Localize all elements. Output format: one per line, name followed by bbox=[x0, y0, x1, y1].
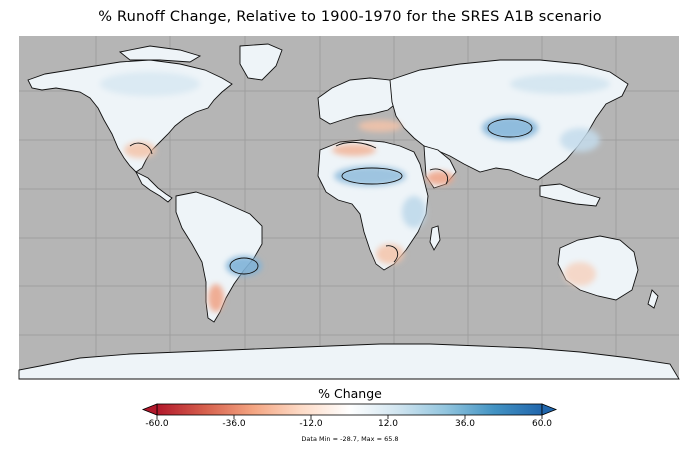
south-america bbox=[175, 191, 263, 323]
southeast-asia-islands bbox=[539, 183, 601, 207]
new-zealand bbox=[647, 289, 659, 309]
colorbar bbox=[156, 403, 543, 416]
greenland bbox=[239, 43, 283, 81]
colorbar-ticks bbox=[156, 415, 543, 419]
anomaly-mediterranean-drying bbox=[358, 120, 402, 132]
madagascar bbox=[429, 225, 441, 251]
runoff-anomaly-patches bbox=[100, 72, 610, 312]
colorbar-tick-label: 36.0 bbox=[454, 419, 476, 429]
anomaly-north-africa-drying bbox=[332, 144, 376, 156]
anomaly-siberia-wetting bbox=[510, 74, 610, 94]
anomaly-us-southwest-drying bbox=[124, 142, 156, 158]
arctic-islands bbox=[118, 45, 202, 63]
colorbar-tick-label: 60.0 bbox=[531, 419, 553, 429]
colorbar-tick-label: -12.0 bbox=[299, 419, 323, 429]
anomaly-west-australia-drying bbox=[564, 262, 596, 286]
anomaly-east-asia-wetting bbox=[560, 128, 600, 152]
map-title: % Runoff Change, Relative to 1900-1970 f… bbox=[98, 9, 602, 25]
central-america bbox=[134, 170, 173, 203]
contour-lines bbox=[129, 118, 533, 275]
colorbar-over-arrow bbox=[541, 403, 558, 416]
colorbar-tick-label: -60.0 bbox=[145, 419, 169, 429]
colorbar-tick-label: 12.0 bbox=[377, 419, 399, 429]
anomaly-east-africa-wetting bbox=[402, 196, 426, 228]
colorbar-tick-label: -36.0 bbox=[222, 419, 246, 429]
anomaly-south-africa-drying bbox=[376, 244, 404, 264]
colorbar-under-arrow bbox=[141, 403, 158, 416]
anomaly-central-asia bbox=[482, 116, 538, 140]
anomaly-southeast-south-america bbox=[226, 256, 262, 276]
data-range-text: Data Min = -28.7, Max = 65.8 bbox=[301, 435, 399, 443]
colorbar-title: % Change bbox=[318, 386, 382, 401]
anomaly-middle-east-drying bbox=[426, 171, 454, 185]
anomaly-sahara bbox=[334, 166, 406, 186]
anomaly-patagonia-drying bbox=[208, 284, 224, 312]
anomaly-canada-wetting bbox=[100, 72, 200, 96]
antarctica bbox=[18, 343, 680, 380]
